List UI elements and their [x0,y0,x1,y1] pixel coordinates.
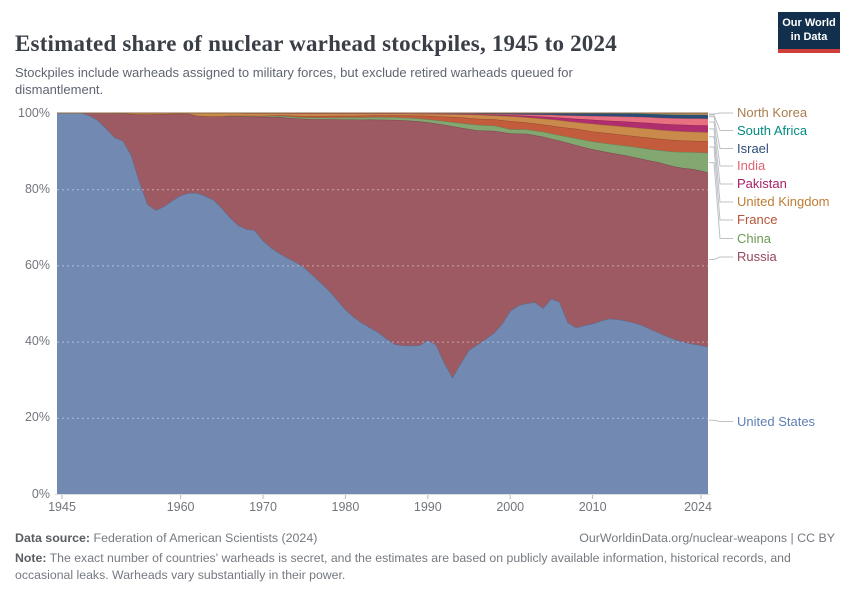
data-source-line: Data source: Federation of American Scie… [15,531,317,545]
legend-label-russia[interactable]: Russia [737,249,777,264]
legend-connector-india [709,121,733,167]
legend-connector-north-korea [709,112,733,115]
x-axis-label-2024: 2024 [684,500,712,514]
legend-label-united-kingdom[interactable]: United Kingdom [737,194,830,209]
x-axis-label-1990: 1990 [413,500,442,514]
footnote-value: The exact number of countries' warheads … [15,551,791,583]
area-france[interactable] [57,113,708,153]
legend-label-united-states[interactable]: United States [737,413,816,429]
owid-citation-link[interactable]: OurWorldinData.org/nuclear-weapons | CC … [579,531,835,545]
legend-label-israel[interactable]: Israel [737,140,769,156]
legend-label-china[interactable]: China [737,230,771,246]
x-axis-label-1970: 1970 [249,500,277,514]
y-axis-label-0: 0% [31,486,50,501]
area-united-kingdom[interactable] [57,113,708,142]
area-russia[interactable] [57,113,708,378]
legend-label-india[interactable]: India [737,158,766,173]
legend-connector-pakistan [709,128,733,185]
legend-connector-china [709,162,733,239]
legend-label-france[interactable]: France [737,212,778,227]
legend-label-south-africa[interactable]: South Africa [737,122,808,138]
area-pakistan[interactable] [57,113,708,133]
x-axis-label-1945: 1945 [48,500,76,514]
legend-connector-israel [709,116,733,149]
area-china[interactable] [57,113,708,173]
data-source-value: Federation of American Scientists (2024) [90,531,318,545]
area-israel[interactable] [57,113,708,119]
legend-connector-france [709,146,733,221]
chart-subtitle: Stockpiles include warheads assigned to … [15,65,573,98]
x-axis-label-2010: 2010 [578,500,607,514]
x-axis-label-2000: 2000 [496,500,525,514]
owid-logo[interactable]: Our World in Data [778,12,840,53]
legend-connector-south-africa [709,114,733,131]
y-axis-label-60: 60% [24,257,50,272]
page-title: Estimated share of nuclear warhead stock… [15,31,617,57]
legend-connector-united-kingdom [709,136,733,203]
footnote: Note: The exact number of countries' war… [15,550,837,585]
legend-connector-russia [709,256,733,261]
owid-logo-line1: Our World [782,17,836,29]
y-axis-label-100: 100% [18,105,50,120]
legend-connector-united-states [709,419,733,422]
y-axis-label-80: 80% [24,181,50,196]
footnote-label: Note: [15,551,47,565]
y-axis-label-20: 20% [24,410,50,425]
owid-logo-line2: in Data [790,30,828,43]
x-axis-label-1960: 1960 [166,500,195,514]
legend-label-north-korea[interactable]: North Korea [737,105,808,120]
legend-label-pakistan[interactable]: Pakistan [737,176,787,191]
data-source-label: Data source: [15,531,91,545]
x-axis-label-1980: 1980 [331,500,360,514]
area-india[interactable] [57,113,708,126]
area-united-states[interactable] [57,113,708,494]
stacked-area-chart [55,112,733,499]
y-axis-label-40: 40% [24,334,50,349]
